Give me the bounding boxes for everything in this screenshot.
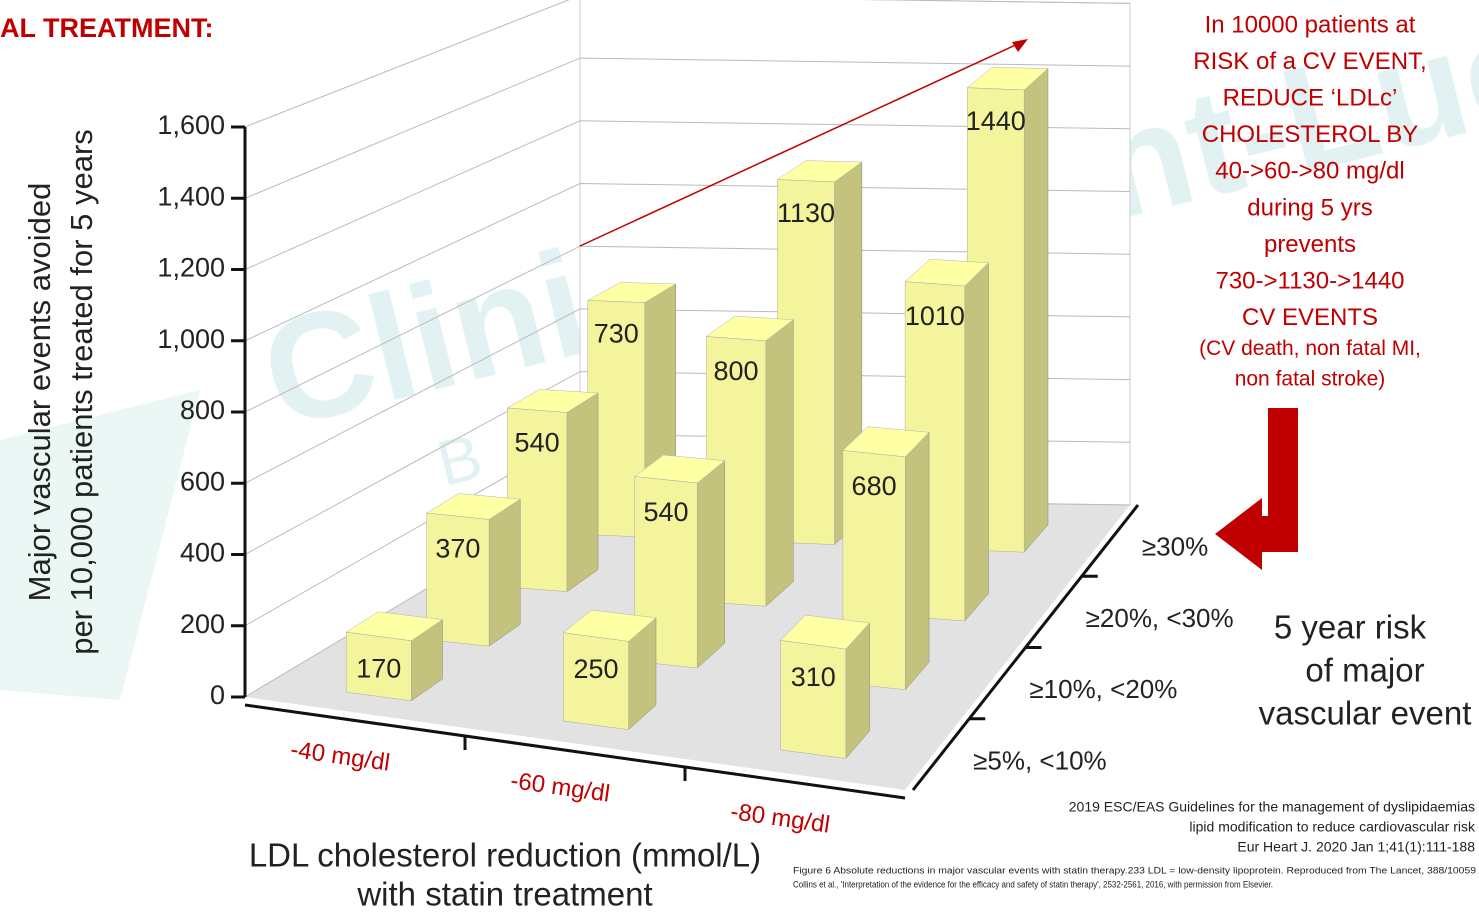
source: 2019 ESC/EAS Guidelines for the manageme… [1069,799,1475,815]
y-tick-label: 600 [180,466,225,496]
bar: 370 [425,493,521,647]
bar-front [563,632,629,730]
x-axis [244,703,906,800]
y-tick-label: 800 [180,395,225,425]
y-tick-label: 0 [210,680,225,710]
bar-side [765,319,794,607]
annotation: CHOLESTEROL BY [1202,121,1419,148]
series-label: ≥30% [1142,532,1208,562]
grid-line [244,57,1131,199]
bar-front [780,640,847,759]
series-label: ≥10%, <20% [1029,674,1177,704]
x-axis-label: with statin treatment [356,876,652,913]
labels: -40 mg/dl -60 mg/dl -80 mg/dl ≥5%, <10% ≥10%… [22,11,1476,912]
z-axis-label: vascular event [1259,695,1472,732]
trend-arrow-head [1012,39,1028,52]
annotation: 40->60->80 mg/dl [1215,158,1404,185]
bar-side [488,498,521,647]
series-label: ≥5%, <10% [973,745,1107,775]
bar-label: 250 [573,654,618,684]
bar-side [964,262,989,622]
chart-title: AL TREATMENT: [0,13,213,43]
bar-label: 1130 [777,198,835,228]
annotation: 730->1130->1440 [1215,268,1404,295]
annotation: during 5 yrs [1247,194,1372,221]
grid-line [244,0,1131,128]
bar-label: 800 [713,356,758,386]
bar-label: 680 [852,471,897,501]
annotation: (CV death, non fatal MI, [1199,337,1421,360]
y-tick-label: 1,600 [157,110,225,140]
trend-arrow [579,41,1023,247]
annotation: REDUCE ‘LDLc’ [1223,85,1398,112]
bar-side [905,431,930,691]
bar: 540 [506,389,599,593]
bar: 800 [705,315,794,607]
y-tick-label: 200 [180,609,225,639]
series-label: ≥20%, <30% [1086,603,1234,633]
bar-label: 540 [643,497,688,527]
y-tick-label: 1,000 [157,324,225,354]
bar-front [345,631,412,702]
annotation: prevents [1264,231,1356,258]
bar: 170 [345,611,444,702]
grid-line [244,182,1131,342]
bar-front [426,512,490,647]
annotation: RISK of a CV EVENT, [1193,48,1426,75]
grid-line [244,120,1131,270]
grid-line [244,245,1131,413]
bar-front [506,407,568,592]
bars: 730 1130 1440 540 800 1010 370 540 680 170 250 310 [345,66,1049,760]
bar-front [587,300,645,538]
annotation: CV EVENTS [1242,304,1378,331]
pointer-arrow [1215,408,1298,570]
annotation: non fatal stroke) [1235,368,1386,391]
bar-label: 170 [356,654,401,684]
x-tick-label: -80 mg/dl [729,798,832,839]
bar-label: 540 [515,427,560,457]
y-tick-label: 1,200 [157,253,225,283]
bar-label: 310 [791,662,836,692]
y-axis-label: per 10,000 patients treated for 5 years [64,129,99,655]
y-tick-label: 1,400 [157,181,225,211]
bar: 250 [562,609,657,731]
y-axis-label: Major vascular events avoided [22,183,57,602]
bar-label: 1010 [905,301,965,331]
bar: 310 [780,614,871,760]
caption: Collins et al., 'Interpretation of the e… [793,879,1273,889]
bar-label: 1440 [966,106,1026,136]
bar-side [566,392,599,593]
annotation: In 10000 patients at [1205,11,1416,38]
y-tick-label: 400 [180,538,225,568]
z-axis-label: 5 year risk [1274,609,1427,646]
source: lipid modification to reduce cardiovascu… [1189,819,1476,835]
bar-side [696,460,725,669]
bar-label: 370 [435,533,480,563]
x-axis-label: LDL cholesterol reduction (mmol/L) [249,837,761,874]
x-tick-label: -60 mg/dl [509,767,612,808]
bar-side [1023,68,1049,553]
source: Eur Heart J. 2020 Jan 1;41(1):111-188 [1237,839,1475,855]
x-tick-label: -40 mg/dl [289,736,392,777]
caption: Figure 6 Absolute reductions in major va… [793,865,1476,875]
z-axis-label: of major [1305,652,1424,689]
bar-label: 730 [594,319,639,349]
watermark-shape [0,390,200,700]
